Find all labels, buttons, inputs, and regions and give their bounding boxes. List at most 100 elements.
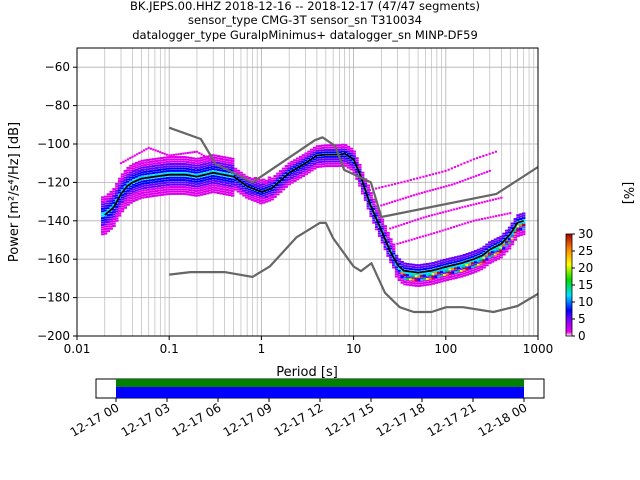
histogram-cell <box>355 157 359 160</box>
histogram-cell <box>396 199 399 202</box>
histogram-cell <box>126 187 130 190</box>
histogram-cell <box>497 214 501 217</box>
histogram-cell <box>445 278 450 281</box>
histogram-cell <box>154 149 157 152</box>
histogram-cell <box>182 162 187 165</box>
histogram-cell <box>279 186 283 189</box>
histogram-cell <box>171 156 176 159</box>
histogram-cell <box>522 223 526 226</box>
histogram-cell <box>214 170 218 173</box>
histogram-cell <box>315 147 320 150</box>
histogram-cell <box>199 193 204 196</box>
histogram-cell <box>444 169 447 172</box>
histogram-cell <box>171 158 176 161</box>
histogram-cell <box>163 188 167 191</box>
histogram-cell <box>205 187 209 190</box>
histogram-cell <box>120 182 125 185</box>
histogram-cell <box>465 257 469 260</box>
histogram-cell <box>120 194 125 197</box>
histogram-cell <box>475 202 478 205</box>
histogram-cell <box>485 252 489 255</box>
histogram-cell <box>185 179 190 182</box>
histogram-cell <box>208 157 212 160</box>
histogram-cell <box>431 266 436 269</box>
histogram-cell <box>182 156 187 159</box>
histogram-cell <box>442 279 447 282</box>
histogram-cell <box>117 203 122 206</box>
histogram-cell <box>409 179 412 182</box>
histogram-cell <box>228 180 232 183</box>
histogram-cell <box>462 267 467 270</box>
histogram-cell <box>256 191 260 194</box>
histogram-cell <box>423 277 427 280</box>
histogram-cell <box>115 212 119 215</box>
histogram-cell <box>372 207 376 210</box>
histogram-cell <box>253 200 257 203</box>
title-line-1: BK.JEPS.00.HHZ 2018-12-16 -- 2018-12-17 … <box>130 0 480 13</box>
histogram-cell <box>360 174 365 177</box>
histogram-cell <box>216 178 221 181</box>
histogram-cell <box>171 190 176 193</box>
histogram-cell <box>392 250 396 253</box>
histogram-cell <box>264 196 269 199</box>
histogram-cell <box>132 190 136 193</box>
histogram-cell <box>471 251 475 254</box>
histogram-cell <box>151 192 156 195</box>
histogram-cell <box>380 204 383 207</box>
histogram-cell <box>117 207 122 210</box>
histogram-cell <box>168 165 173 168</box>
histogram-cell <box>149 165 153 168</box>
histogram-cell <box>312 167 317 170</box>
histogram-cell <box>154 194 159 197</box>
histogram-cell <box>103 209 108 212</box>
histogram-cell <box>250 182 255 185</box>
histogram-cell <box>259 197 263 200</box>
histogram-cell <box>222 179 226 182</box>
time-tick-label: 12-17 09 <box>221 400 275 439</box>
histogram-cell <box>406 265 410 268</box>
histogram-cell <box>485 170 489 173</box>
histogram-cell <box>194 173 198 176</box>
histogram-cell <box>454 272 458 275</box>
histogram-cell <box>137 167 142 170</box>
histogram-cell <box>211 177 215 180</box>
histogram-cell <box>455 207 459 210</box>
histogram-cell <box>510 236 515 239</box>
histogram-cell <box>507 241 512 244</box>
histogram-cell <box>151 167 156 170</box>
histogram-cell <box>389 261 393 264</box>
histogram-cell <box>132 179 136 182</box>
histogram-cell <box>496 248 501 251</box>
histogram-cell <box>123 176 128 179</box>
histogram-cell <box>352 155 356 158</box>
histogram-cell <box>154 162 159 165</box>
histogram-cell <box>191 164 195 167</box>
histogram-cell <box>177 181 181 184</box>
histogram-cell <box>259 195 263 198</box>
histogram-cell <box>219 190 224 193</box>
histogram-cell <box>414 264 419 267</box>
time-tick-label: 12-17 03 <box>119 400 173 439</box>
histogram-cell <box>403 180 406 183</box>
histogram-cell <box>245 194 249 197</box>
histogram-cell <box>506 212 509 215</box>
histogram-cell <box>129 164 133 167</box>
histogram-cell <box>228 166 232 169</box>
histogram-cell <box>205 190 209 193</box>
histogram-cell <box>180 176 184 179</box>
histogram-cell <box>327 162 331 165</box>
histogram-cell <box>298 176 303 179</box>
histogram-cell <box>250 185 255 188</box>
histogram-cell <box>185 177 190 180</box>
histogram-cell <box>341 148 345 151</box>
histogram-cell <box>448 278 452 281</box>
histogram-cell <box>273 191 277 194</box>
histogram-cell <box>112 208 116 211</box>
histogram-cell <box>157 189 161 192</box>
histogram-cell <box>321 144 325 147</box>
histogram-cell <box>421 235 425 238</box>
title-line-3: datalogger_type GuralpMinimus+ datalogge… <box>132 28 478 42</box>
histogram-cell <box>349 147 354 150</box>
histogram-cell <box>267 185 272 188</box>
histogram-cell <box>519 234 523 237</box>
